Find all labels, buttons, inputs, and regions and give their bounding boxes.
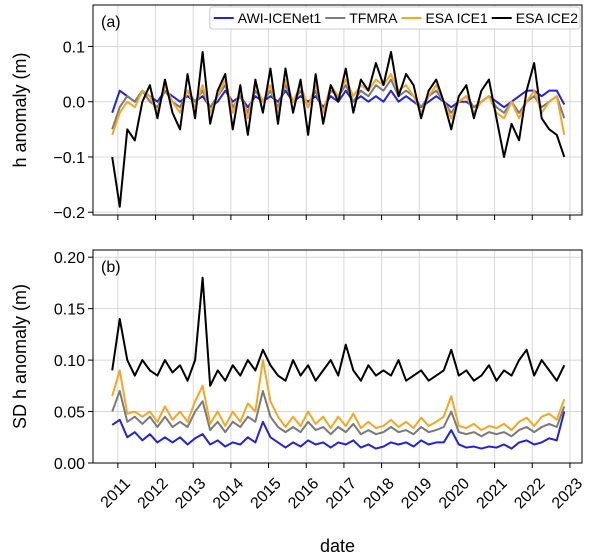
- x-tick-label: 2020: [436, 475, 473, 512]
- panel-label: (b): [101, 259, 121, 276]
- x-tick-label: 2013: [172, 475, 209, 512]
- x-tick-label: 2022: [511, 475, 548, 512]
- y-tick-label: 0.10: [54, 353, 85, 370]
- data-line: [111, 411, 566, 450]
- data-line: [111, 389, 566, 438]
- x-tick-label: 2021: [474, 475, 511, 512]
- x-tick-label: 2023: [549, 475, 586, 512]
- x-tick-label: 2011: [98, 475, 134, 511]
- data-line: [111, 359, 566, 432]
- y-tick-label: 0.0: [63, 95, 85, 112]
- data-line: [111, 50, 566, 208]
- x-axis-label: date: [320, 536, 355, 556]
- plot-frame: [92, 4, 583, 216]
- legend-label: ESA ICE2: [516, 10, 578, 26]
- y-tick-label: 0.1: [63, 39, 85, 56]
- legend-label: AWI-ICENet1: [238, 10, 322, 26]
- y-tick-label: 0.15: [54, 302, 85, 319]
- y-tick-label: −0.2: [53, 205, 85, 222]
- y-tick-label: 0.05: [54, 405, 85, 422]
- x-tick-label: 2016: [285, 475, 322, 512]
- x-tick-label: 2017: [323, 475, 360, 512]
- legend: ESA ICE2 ESA ICE1 TFMRA AWI-ICENet1: [209, 6, 581, 30]
- data-line: [111, 276, 566, 387]
- y-tick-label: 0.20: [54, 250, 85, 267]
- legend-box: [209, 6, 581, 30]
- legend-label: TFMRA: [349, 10, 398, 26]
- y-axis-label: h anomaly (m): [10, 52, 30, 167]
- legend-label: ESA ICE1: [425, 10, 487, 26]
- panel-label: (a): [101, 14, 121, 31]
- x-tick-label: 2015: [248, 475, 285, 512]
- x-tick-label: 2018: [361, 475, 398, 512]
- y-tick-label: −0.1: [53, 150, 85, 167]
- plot-frame: [92, 249, 583, 464]
- data-line: [111, 73, 566, 136]
- x-tick-label: 2014: [210, 475, 247, 512]
- y-axis-label: SD h anomaly (m): [10, 284, 30, 429]
- x-tick-label: 2012: [135, 475, 172, 512]
- y-tick-label: 0.00: [54, 456, 85, 473]
- x-tick-label: 2019: [398, 475, 435, 512]
